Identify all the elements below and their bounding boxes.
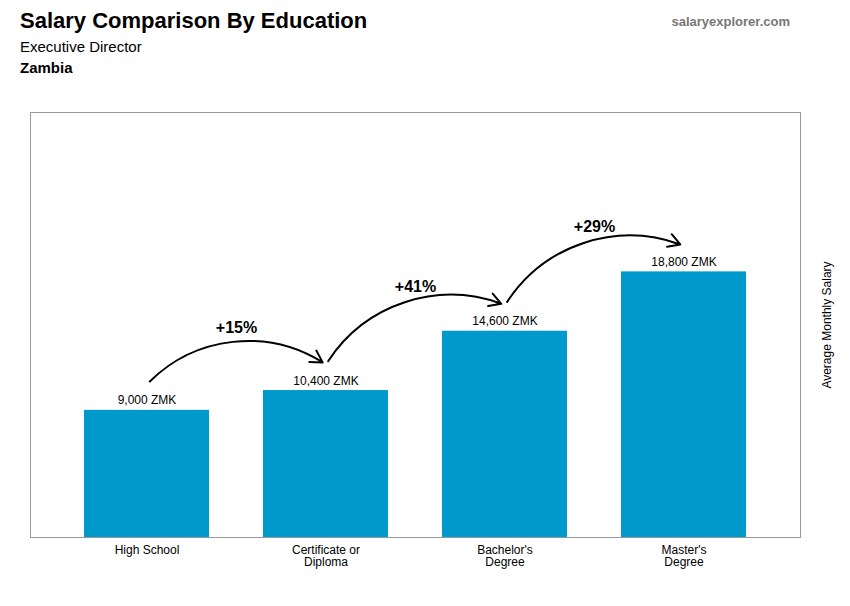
svg-text:+15%: +15% — [216, 319, 257, 336]
svg-text:9,000 ZMK: 9,000 ZMK — [118, 393, 177, 407]
svg-text:18,800 ZMK: 18,800 ZMK — [651, 255, 716, 269]
svg-text:Average Monthly Salary: Average Monthly Salary — [820, 261, 834, 388]
svg-text:High School: High School — [115, 543, 180, 557]
html-text:Executive Director: Executive Director — [20, 38, 142, 55]
svg-text:Master'sDegree: Master'sDegree — [662, 543, 707, 569]
html-text:Salary Comparison By Education: Salary Comparison By Education — [20, 8, 368, 33]
html-text:Zambia: Zambia — [20, 59, 73, 76]
svg-text:+29%: +29% — [574, 218, 615, 235]
html-text:salaryexplorer.com: salaryexplorer.com — [671, 14, 790, 29]
svg-text:Bachelor'sDegree: Bachelor'sDegree — [477, 543, 533, 569]
svg-text:+41%: +41% — [395, 278, 436, 295]
svg-text:10,400 ZMK: 10,400 ZMK — [293, 374, 358, 388]
svg-text:14,600 ZMK: 14,600 ZMK — [472, 314, 537, 328]
svg-text:Certificate orDiploma: Certificate orDiploma — [292, 543, 360, 569]
